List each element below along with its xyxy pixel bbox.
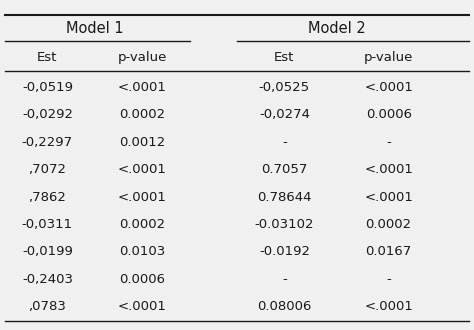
Text: Model 1: Model 1	[66, 20, 124, 36]
Text: <.0001: <.0001	[118, 81, 167, 94]
Text: 0.0002: 0.0002	[119, 218, 165, 231]
Text: 0.78644: 0.78644	[257, 190, 311, 204]
Text: <.0001: <.0001	[118, 190, 167, 204]
Text: -0,2297: -0,2297	[22, 136, 73, 149]
Text: p-value: p-value	[364, 51, 413, 64]
Text: -0,0274: -0,0274	[259, 108, 310, 121]
Text: -0,0311: -0,0311	[22, 218, 73, 231]
Text: -0.03102: -0.03102	[255, 218, 314, 231]
Text: <.0001: <.0001	[118, 163, 167, 176]
Text: -: -	[386, 136, 391, 149]
Text: Est: Est	[37, 51, 57, 64]
Text: -0,0519: -0,0519	[22, 81, 73, 94]
Text: 0.08006: 0.08006	[257, 300, 311, 313]
Text: ,7072: ,7072	[28, 163, 66, 176]
Text: <.0001: <.0001	[118, 300, 167, 313]
Text: 0.0006: 0.0006	[365, 108, 412, 121]
Text: -0,0199: -0,0199	[22, 245, 73, 258]
Text: 0.0167: 0.0167	[365, 245, 412, 258]
Text: 0.7057: 0.7057	[261, 163, 308, 176]
Text: 0.0103: 0.0103	[119, 245, 165, 258]
Text: <.0001: <.0001	[364, 163, 413, 176]
Text: Model 2: Model 2	[308, 20, 365, 36]
Text: <.0001: <.0001	[364, 300, 413, 313]
Text: 0.0006: 0.0006	[119, 273, 165, 286]
Text: -: -	[282, 136, 287, 149]
Text: 0.0002: 0.0002	[365, 218, 412, 231]
Text: -: -	[386, 273, 391, 286]
Text: ,7862: ,7862	[28, 190, 66, 204]
Text: 0.0012: 0.0012	[119, 136, 165, 149]
Text: -0,0525: -0,0525	[259, 81, 310, 94]
Text: p-value: p-value	[118, 51, 167, 64]
Text: <.0001: <.0001	[364, 81, 413, 94]
Text: <.0001: <.0001	[364, 190, 413, 204]
Text: -0,2403: -0,2403	[22, 273, 73, 286]
Text: Est: Est	[274, 51, 294, 64]
Text: ,0783: ,0783	[28, 300, 66, 313]
Text: -0.0192: -0.0192	[259, 245, 310, 258]
Text: 0.0002: 0.0002	[119, 108, 165, 121]
Text: -0,0292: -0,0292	[22, 108, 73, 121]
Text: -: -	[282, 273, 287, 286]
